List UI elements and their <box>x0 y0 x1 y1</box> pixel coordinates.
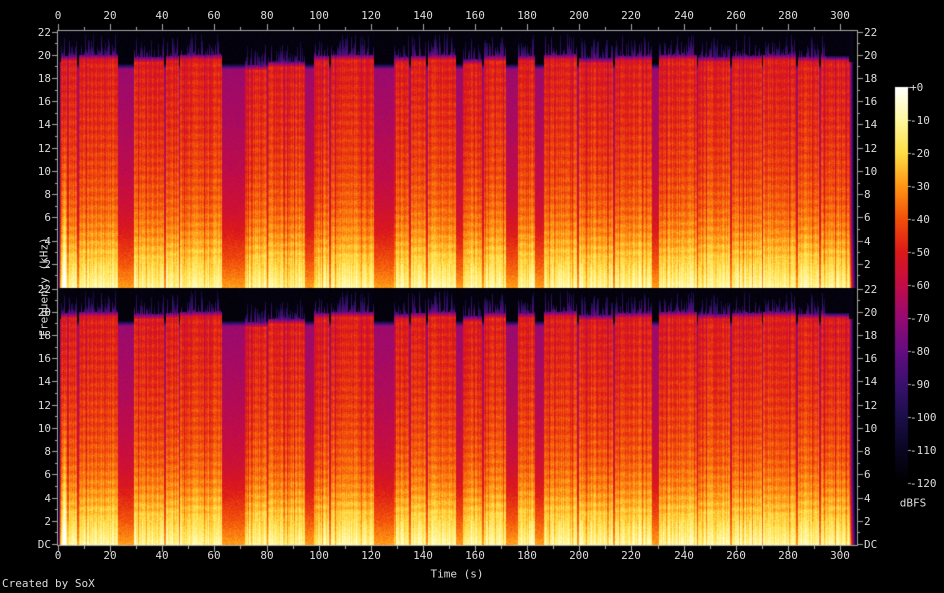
x-tick-label-top: 220 <box>621 9 641 22</box>
attribution-text: Created by SoX <box>2 577 95 590</box>
y-tick-label-left: 8 <box>44 445 51 458</box>
x-tick-label-top: 240 <box>674 9 694 22</box>
x-tick-label-bottom: 80 <box>260 549 274 562</box>
y-tick-label-left: 18 <box>37 329 51 342</box>
y-tick-label-right: 4 <box>864 492 871 505</box>
colorbar-tick-label: -40 <box>910 213 930 226</box>
y-tick-label-left: 4 <box>44 492 51 505</box>
y-tick-label-right: 16 <box>864 352 878 365</box>
x-tick-label-bottom: 240 <box>674 549 694 562</box>
y-tick-label-left: 22 <box>37 283 51 296</box>
y-tick-label-left: 14 <box>37 118 51 131</box>
y-tick-label-right: 16 <box>864 95 878 108</box>
x-tick-label-top: 200 <box>569 9 589 22</box>
y-tick-label-right: 10 <box>864 422 878 435</box>
x-tick-label-top: 160 <box>465 9 485 22</box>
colorbar-tick-label: +0 <box>910 81 924 94</box>
y-tick-label-right: 12 <box>864 399 878 412</box>
y-tick-label-left: 6 <box>44 211 51 224</box>
colorbar-tick-label: -70 <box>910 312 930 325</box>
x-tick-label-bottom: 60 <box>207 549 221 562</box>
x-tick-label-top: 0 <box>54 9 62 22</box>
colorbar-tick-label: -10 <box>910 114 930 127</box>
colorbar-tick-label: -50 <box>910 246 930 259</box>
y-tick-label-right: 2 <box>864 258 871 271</box>
x-tick-label-bottom: 140 <box>413 549 433 562</box>
y-tick-label-right: 12 <box>864 142 878 155</box>
x-tick-label-bottom: 20 <box>103 549 117 562</box>
y-tick-label-right: 14 <box>864 118 878 131</box>
y-tick-label-left: 10 <box>37 422 51 435</box>
x-tick-label-top: 20 <box>103 9 117 22</box>
y-tick-label-left: 20 <box>37 49 51 62</box>
x-tick-label-top: 300 <box>830 9 850 22</box>
y-tick-label-left: 2 <box>44 515 51 528</box>
y-tick-label-left: 16 <box>37 352 51 365</box>
y-tick-label-right: 18 <box>864 329 878 342</box>
x-tick-label-bottom: 180 <box>517 549 537 562</box>
y-tick-label-right: 18 <box>864 72 878 85</box>
y-tick-label-right: 4 <box>864 235 871 248</box>
y-tick-label-right: 10 <box>864 165 878 178</box>
colorbar-tick-label: -30 <box>910 180 930 193</box>
y-tick-label-left: 22 <box>37 26 51 39</box>
x-tick-label-bottom: 40 <box>155 549 169 562</box>
y-tick-label-right: 20 <box>864 49 878 62</box>
y-tick-label-left: 12 <box>37 142 51 155</box>
y-tick-label-right: 2 <box>864 515 871 528</box>
x-tick-label-bottom: 260 <box>726 549 746 562</box>
y-tick-label-left: 6 <box>44 468 51 481</box>
y-tick-label-left: 14 <box>37 375 51 388</box>
time-axis-label: Time (s) <box>430 567 484 581</box>
x-tick-label-top: 80 <box>260 9 274 22</box>
y-tick-label-left: 4 <box>44 235 51 248</box>
y-tick-label-left: 8 <box>44 188 51 201</box>
y-tick-label-right: 20 <box>864 306 878 319</box>
x-tick-label-bottom: 160 <box>465 549 485 562</box>
y-tick-label-left: 10 <box>37 165 51 178</box>
x-tick-label-top: 180 <box>517 9 537 22</box>
x-tick-label-top: 100 <box>309 9 329 22</box>
y-tick-label-left: 12 <box>37 399 51 412</box>
x-tick-label-top: 280 <box>778 9 798 22</box>
y-tick-label-left: 16 <box>37 95 51 108</box>
y-tick-label-right: 22 <box>864 26 878 39</box>
x-tick-label-bottom: 280 <box>778 549 798 562</box>
y-tick-label-right: 14 <box>864 375 878 388</box>
y-tick-label-left: 2 <box>44 258 51 271</box>
x-tick-label-top: 40 <box>155 9 169 22</box>
colorbar-tick-label: -110 <box>910 444 937 457</box>
y-tick-label-right: 6 <box>864 468 871 481</box>
colorbar-tick-label: -80 <box>910 345 930 358</box>
y-tick-label-right: 8 <box>864 445 871 458</box>
y-tick-label-left: 20 <box>37 306 51 319</box>
x-tick-label-bottom: 300 <box>830 549 850 562</box>
y-tick-label-dc-left: DC <box>37 538 51 551</box>
y-tick-label-dc-right: DC <box>864 538 878 551</box>
y-tick-label-right: 6 <box>864 211 871 224</box>
x-tick-label-bottom: 220 <box>621 549 641 562</box>
x-tick-label-top: 260 <box>726 9 746 22</box>
x-tick-label-top: 120 <box>361 9 381 22</box>
y-tick-label-right: 8 <box>864 188 871 201</box>
colorbar-unit-label: dBFS <box>899 496 927 510</box>
y-tick-label-right: 22 <box>864 283 878 296</box>
x-tick-label-bottom: 100 <box>309 549 329 562</box>
colorbar-tick-label: -100 <box>910 411 937 424</box>
x-tick-label-bottom: 200 <box>569 549 589 562</box>
colorbar-tick-label: -20 <box>910 147 930 160</box>
x-tick-label-bottom: 0 <box>54 549 62 562</box>
x-tick-label-top: 140 <box>413 9 433 22</box>
x-tick-label-bottom: 120 <box>361 549 381 562</box>
colorbar-tick-label: -90 <box>910 378 930 391</box>
y-tick-label-left: 18 <box>37 72 51 85</box>
colorbar-tick-label: -60 <box>910 279 930 292</box>
colorbar-tick-label: -120 <box>910 477 937 490</box>
x-tick-label-top: 60 <box>207 9 221 22</box>
